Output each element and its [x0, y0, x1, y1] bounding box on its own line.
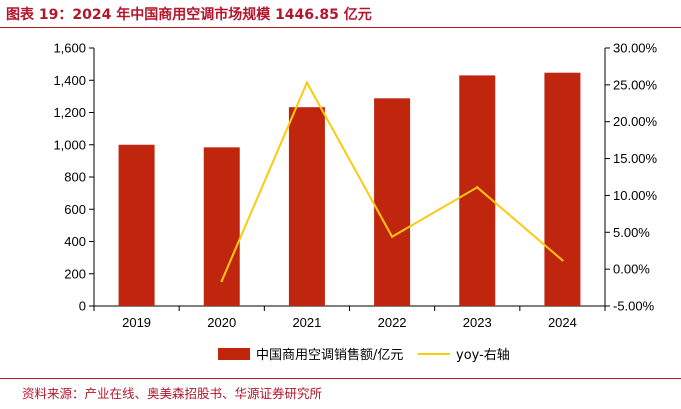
yoy-point — [561, 259, 564, 262]
left-y-tick-label: 1,000 — [53, 137, 86, 152]
left-y-tick-label: 400 — [64, 234, 86, 249]
x-tick-label: 2024 — [548, 315, 577, 330]
bar-line-chart: 0 200 400 600 800 1,000 1,200 1,400 1,600 -5.00% 0… — [53, 41, 658, 364]
right-y-tick-label: 0.00% — [613, 262, 650, 277]
title-divider — [0, 27, 681, 28]
yoy-point — [305, 81, 309, 84]
legend-bar-label: 中国商用空调销售额/亿元 — [256, 347, 403, 363]
yoy-point — [220, 279, 223, 283]
bar — [544, 72, 581, 306]
bar — [118, 144, 155, 306]
legend-bar-swatch — [218, 348, 250, 360]
bar — [374, 98, 411, 306]
bar — [288, 107, 325, 307]
source-note: 资料来源：产业在线、奥美森招股书、华源证券研究所 — [22, 386, 323, 401]
footer-divider — [0, 378, 681, 379]
yoy-point — [476, 186, 479, 189]
right-y-tick-label: 20.00% — [613, 114, 658, 129]
left-y-tick-label: 1,200 — [53, 105, 86, 120]
left-y-tick-label: 1,400 — [53, 73, 86, 88]
left-y-tick-label: 200 — [64, 266, 86, 281]
left-y-tick-label: 600 — [64, 202, 86, 217]
right-y-tick-label: 30.00% — [613, 41, 658, 56]
right-y-tick-label: -5.00% — [613, 299, 655, 314]
legend-line-label: yoy-右轴 — [456, 348, 510, 363]
x-tick-label: 2022 — [378, 315, 407, 330]
x-tick-label: 2023 — [463, 315, 492, 330]
right-y-tick-label: 15.00% — [613, 151, 658, 166]
right-y-tick-label: 25.00% — [613, 77, 658, 92]
bar — [459, 75, 496, 306]
bar — [203, 147, 240, 306]
x-tick-label: 2019 — [122, 315, 151, 330]
left-y-tick-label: 800 — [64, 170, 86, 185]
right-y-tick-label: 5.00% — [613, 225, 650, 240]
x-tick-label: 2020 — [207, 315, 236, 330]
left-y-tick-label: 0 — [79, 299, 86, 314]
x-tick-label: 2021 — [292, 315, 321, 330]
chart-title: 图表 19：2024 年中国商用空调市场规模 1446.85 亿元 — [6, 7, 372, 23]
left-y-tick-label: 1,600 — [53, 41, 86, 56]
right-y-tick-label: 10.00% — [613, 188, 658, 203]
yoy-point — [390, 235, 394, 238]
